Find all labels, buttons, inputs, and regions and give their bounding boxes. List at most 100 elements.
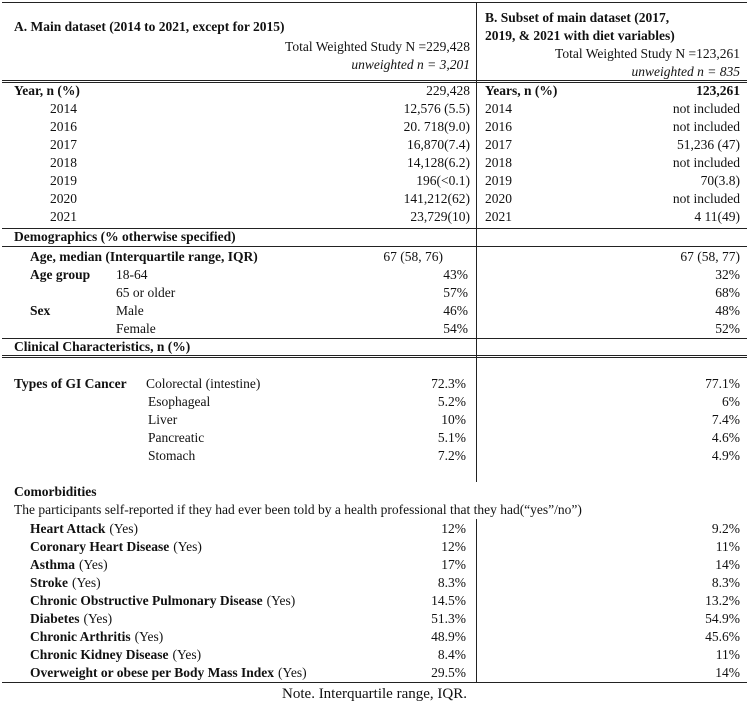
cell-value: 14% xyxy=(715,665,740,680)
section-title: Demographics (% otherwise specified) xyxy=(14,229,236,244)
cell-value: 8.4% xyxy=(437,647,466,662)
row-label-suffix: (Yes) xyxy=(72,575,101,590)
row-label: Colorectal (intestine) xyxy=(146,376,261,391)
row-label: 2016 xyxy=(485,119,512,134)
cell-value: not included xyxy=(672,155,740,170)
rule xyxy=(2,228,747,229)
cell-value: 43% xyxy=(443,267,468,282)
cell-value: 196(<0.1) xyxy=(416,173,470,188)
rule xyxy=(2,2,747,3)
section-title: Clinical Characteristics, n (%) xyxy=(14,339,191,354)
row-label-suffix: (Yes) xyxy=(83,611,113,626)
rule xyxy=(2,338,747,339)
cell-value: 7.4% xyxy=(711,412,740,427)
cell-value: 4.9% xyxy=(711,448,740,463)
rule xyxy=(2,246,747,247)
cell-value: 48% xyxy=(715,303,740,318)
cell-value: 10% xyxy=(441,412,466,427)
cell-value: not included xyxy=(672,191,740,206)
cell-value: 54.9% xyxy=(705,611,740,626)
row-label: Years, n (%) xyxy=(485,83,558,98)
row-label-suffix: (Yes) xyxy=(134,629,164,644)
row-label: Female xyxy=(116,321,156,336)
row-label: 18-64 xyxy=(116,267,148,282)
column-title: A. Main dataset (2014 to 2021, except fo… xyxy=(14,19,285,34)
cell-value: 20. 718(9.0) xyxy=(403,119,470,134)
row-label: 2021 xyxy=(50,209,77,224)
cell-value: 48.9% xyxy=(431,629,466,644)
row-label: 2017 xyxy=(485,137,512,152)
cell-value: not included xyxy=(672,101,740,116)
cell-value: 51.3% xyxy=(431,611,466,626)
cell-value: 14,128(6.2) xyxy=(407,155,470,170)
row-label: 2020 xyxy=(485,191,512,206)
cell-value: 16,870(7.4) xyxy=(407,137,470,152)
rule xyxy=(2,682,747,683)
cell-value: 6% xyxy=(722,394,740,409)
cell-value: 54% xyxy=(443,321,468,336)
rule xyxy=(2,80,747,83)
cell-value: not included xyxy=(672,119,740,134)
cell-value: 70(3.8) xyxy=(700,173,740,188)
cell-value: 57% xyxy=(443,285,468,300)
cell-value: 29.5% xyxy=(431,665,466,680)
section-description: The participants self-reported if they h… xyxy=(14,502,582,517)
column-divider xyxy=(476,519,477,682)
cell-value: 4.6% xyxy=(711,430,740,445)
row-label: Stroke xyxy=(30,575,69,590)
row-label: 2020 xyxy=(50,191,77,206)
row-label-suffix: (Yes) xyxy=(109,521,138,536)
column-title: B. Subset of main dataset (2017, xyxy=(485,10,670,25)
cell-value: 68% xyxy=(715,285,740,300)
row-label: 2018 xyxy=(50,155,77,170)
column-title: 2019, & 2021 with diet variables) xyxy=(485,28,675,43)
cell-value: 45.6% xyxy=(705,629,740,644)
cell-value: 4 11(49) xyxy=(694,209,740,224)
row-label: Chronic Arthritis xyxy=(30,629,131,644)
cell-value: 5.1% xyxy=(437,430,466,445)
cell-value: 7.2% xyxy=(437,448,466,463)
row-label: Age, median (Interquartile range, IQR) xyxy=(30,249,258,264)
rule xyxy=(2,355,747,358)
cell-value: 141,212(62) xyxy=(403,191,470,206)
cell-value: 229,428 xyxy=(426,83,470,98)
row-label: 2018 xyxy=(485,155,512,170)
row-label: Male xyxy=(116,303,144,318)
cell-value: 67 (58, 76) xyxy=(383,249,443,264)
row-label-suffix: (Yes) xyxy=(79,557,108,572)
cell-value: 32% xyxy=(715,267,740,282)
cell-value: 12% xyxy=(441,539,466,554)
group-label: Types of GI Cancer xyxy=(14,376,127,391)
cell-value: 14% xyxy=(715,557,740,572)
cell-value: 9.2% xyxy=(711,521,740,536)
row-label: 2017 xyxy=(50,137,77,152)
row-label-suffix: (Yes) xyxy=(266,593,296,608)
cell-value: 11% xyxy=(715,647,740,662)
row-label: Liver xyxy=(148,412,178,427)
cell-value: 8.3% xyxy=(437,575,466,590)
row-label: 2021 xyxy=(485,209,512,224)
row-label: Chronic Kidney Disease xyxy=(30,647,169,662)
row-label: Overweight or obese per Body Mass Index xyxy=(30,665,274,680)
cell-value: 72.3% xyxy=(431,376,466,391)
row-label: 2014 xyxy=(485,101,512,116)
row-label: 2014 xyxy=(50,101,77,116)
row-label-suffix: (Yes) xyxy=(278,665,307,680)
row-label: Esophageal xyxy=(148,394,211,409)
row-label-suffix: (Yes) xyxy=(172,647,202,662)
total-n: Total Weighted Study N =229,428 xyxy=(285,39,470,54)
row-label: 2019 xyxy=(50,173,77,188)
unweighted-n: unweighted n = 3,201 xyxy=(351,57,470,72)
group-label: Sex xyxy=(30,303,51,318)
unweighted-n: unweighted n = 835 xyxy=(631,64,740,79)
cell-value: 23,729(10) xyxy=(410,209,470,224)
row-label: 65 or older xyxy=(116,285,176,300)
cell-value: 123,261 xyxy=(696,83,740,98)
cell-value: 12,576 (5.5) xyxy=(403,101,470,116)
cell-value: 77.1% xyxy=(705,376,740,391)
row-label: Pancreatic xyxy=(148,430,205,445)
row-label: Coronary Heart Disease xyxy=(30,539,170,554)
table-note: Note. Interquartile range, IQR. xyxy=(282,686,467,702)
cell-value: 14.5% xyxy=(431,593,466,608)
